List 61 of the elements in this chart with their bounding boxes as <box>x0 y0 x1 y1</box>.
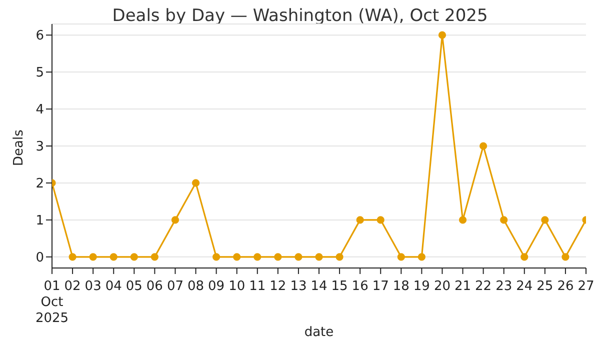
x-tick-label: 06 <box>146 279 163 294</box>
point <box>500 216 508 224</box>
point <box>336 253 344 261</box>
x-tick-label: 17 <box>372 279 389 294</box>
x-tick-label: 03 <box>84 279 102 294</box>
x-tick-label: 10 <box>228 279 246 294</box>
y-axis-title: Deals <box>12 129 27 166</box>
point <box>130 253 138 261</box>
point <box>562 253 570 261</box>
x-axis-title: date <box>304 325 334 340</box>
y-tick-label: 3 <box>36 140 44 155</box>
chart-title: Deals by Day — Washington (WA), Oct 2025 <box>111 6 489 26</box>
point <box>356 216 364 224</box>
x-tick-label: 18 <box>392 279 410 294</box>
x-tick-label: 25 <box>536 279 554 294</box>
x-tick-label: 11 <box>249 279 266 294</box>
point <box>150 253 158 261</box>
y-tick-label: 0 <box>36 250 44 266</box>
point <box>376 216 384 224</box>
y-tick-label: 4 <box>36 102 44 118</box>
y-tick-label: 1 <box>36 214 44 229</box>
point <box>233 253 241 261</box>
point <box>418 253 426 261</box>
point <box>171 216 180 224</box>
point <box>397 253 405 261</box>
x-tick-label: 21 <box>454 279 472 294</box>
point <box>541 216 549 224</box>
x-tick-label: 04 <box>105 279 122 294</box>
point <box>212 253 220 261</box>
x-tick-label: 24 <box>516 279 533 294</box>
x-tick-label: 12 <box>270 279 286 294</box>
point <box>192 179 200 187</box>
x-tick-label: 19 <box>413 279 430 294</box>
x-tick-label: 02 <box>64 279 81 294</box>
point <box>458 216 467 224</box>
x-tick-label: 26 <box>557 279 574 294</box>
x-tick-label: 20 <box>434 279 451 294</box>
point <box>520 253 528 261</box>
point <box>315 253 323 261</box>
x-tick-label: 09 <box>208 279 225 294</box>
x-tick-label: 23 <box>496 279 512 294</box>
x-tick-label: 22 <box>475 279 492 294</box>
point <box>438 31 446 39</box>
x-tick-label: 07 <box>166 279 184 294</box>
point <box>110 253 118 261</box>
y-tick-label: 2 <box>36 176 44 192</box>
y-tick-label: 6 <box>36 28 44 44</box>
x-tick-label: 13 <box>290 279 307 294</box>
point <box>254 253 262 261</box>
x-tick-label: 16 <box>352 279 368 294</box>
x-tick-label: 08 <box>187 279 204 294</box>
point <box>294 253 302 261</box>
point <box>274 253 282 261</box>
x-tick-label: 14 <box>310 279 328 294</box>
point <box>480 142 488 150</box>
point <box>68 253 76 261</box>
x-tick-label: 27 <box>578 279 594 294</box>
point <box>89 253 97 261</box>
x-tick-label: 05 <box>126 279 142 294</box>
x-tick-label: 15 <box>331 279 348 294</box>
y-tick-label: 5 <box>36 66 44 81</box>
